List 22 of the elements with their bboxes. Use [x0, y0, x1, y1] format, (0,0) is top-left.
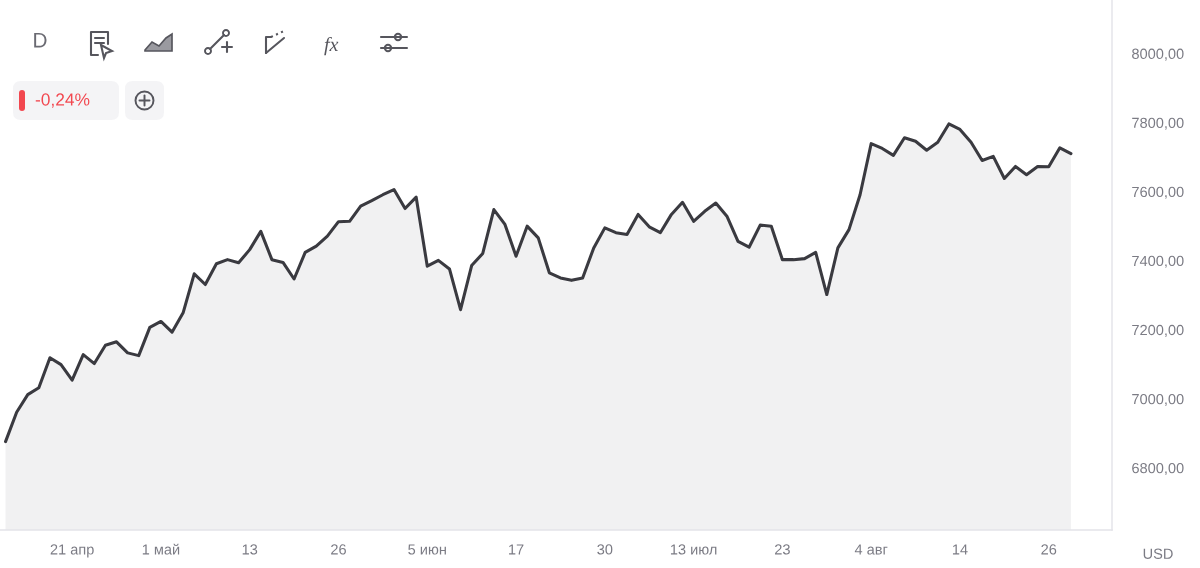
y-tick-label: 8000,00	[1132, 48, 1184, 61]
x-tick-label: 30	[597, 544, 613, 555]
y-tick-label: 7600,00	[1132, 186, 1184, 199]
x-tick-label: 1 май	[142, 543, 180, 555]
y-tick-label: 6800,00	[1132, 462, 1184, 475]
annotation: D	[34, 33, 47, 48]
x-tick-label: 5 июн	[408, 544, 446, 555]
x-tick-label: 21 апр	[50, 544, 94, 558]
x-tick-label: 26	[331, 544, 346, 555]
y-tick-label: 7000,00	[1132, 393, 1184, 406]
x-tick-label: 4 авг	[854, 544, 888, 555]
y-tick-label: 7200,00	[1132, 324, 1184, 337]
x-tick-label: 23	[775, 544, 790, 555]
x-tick-label: 13	[242, 544, 258, 555]
x-tick-label: 13 июл	[670, 544, 717, 555]
annotation: -0,24%	[35, 93, 90, 108]
x-tick-label: 14	[952, 544, 968, 555]
x-tick-label: 26	[1041, 544, 1057, 555]
y-tick-label: 7800,00	[1132, 117, 1184, 130]
x-tick-label: 17	[509, 544, 524, 555]
y-tick-label: 7400,00	[1132, 255, 1184, 268]
y-axis-title: USD	[1143, 548, 1173, 559]
